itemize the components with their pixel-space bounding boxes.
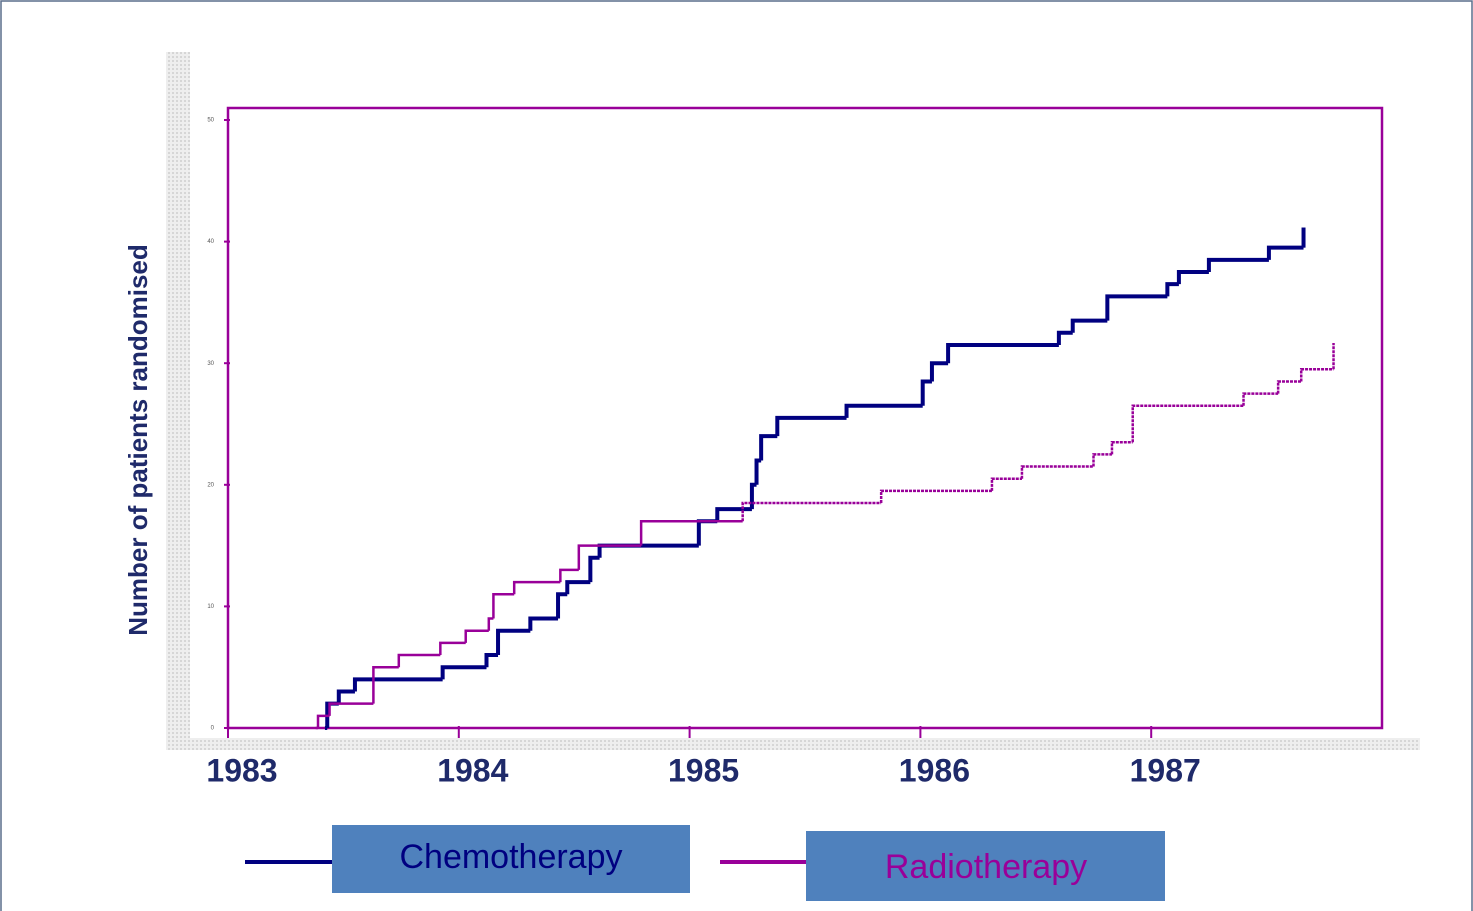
step-segment bbox=[741, 501, 882, 522]
step-segment bbox=[1110, 440, 1133, 455]
step-segment bbox=[879, 489, 992, 504]
x-axis-strip bbox=[190, 738, 1420, 750]
y-tick-label: 40 bbox=[207, 239, 214, 245]
step-segment bbox=[1165, 282, 1179, 297]
step-segment bbox=[492, 592, 515, 619]
x-tick-label: 1983 bbox=[206, 752, 277, 788]
step-segment bbox=[352, 677, 443, 692]
step-segment bbox=[397, 653, 441, 668]
step-segment bbox=[1242, 392, 1279, 406]
x-tick-label: 1986 bbox=[899, 752, 970, 788]
y-tick-label: 0 bbox=[211, 726, 215, 732]
legend-box bbox=[806, 831, 1165, 901]
step-segment bbox=[990, 477, 1022, 491]
step-segment bbox=[496, 628, 531, 656]
y-tick-label: 30 bbox=[207, 361, 214, 367]
step-segment bbox=[588, 555, 600, 583]
step-segment bbox=[1266, 245, 1304, 260]
step-segment bbox=[487, 617, 494, 631]
y-axis-label: Number of patients randomised bbox=[123, 244, 153, 636]
step-segment bbox=[336, 689, 355, 704]
step-segment bbox=[512, 580, 561, 595]
y-tick-label: 10 bbox=[207, 604, 214, 610]
step-segment bbox=[565, 580, 591, 595]
step-segment bbox=[316, 714, 330, 728]
step-segment bbox=[759, 434, 778, 461]
step-segment bbox=[440, 665, 487, 680]
step-segment bbox=[577, 544, 642, 570]
legend-label: Chemotherapy bbox=[399, 838, 622, 876]
step-segment bbox=[559, 568, 579, 583]
step-segment bbox=[1105, 294, 1168, 321]
step-segment bbox=[1131, 404, 1244, 443]
step-segment bbox=[1176, 270, 1209, 285]
step-segment bbox=[464, 629, 489, 643]
step-segment bbox=[929, 361, 949, 382]
step-segment bbox=[775, 415, 847, 437]
step-segment bbox=[1056, 330, 1073, 345]
step-segment bbox=[1206, 257, 1269, 272]
y-axis-strip bbox=[166, 52, 190, 750]
step-segment bbox=[528, 616, 559, 631]
step-segment bbox=[715, 507, 752, 522]
step-segment bbox=[1092, 453, 1112, 467]
step-segment bbox=[946, 342, 1059, 364]
step-segment bbox=[920, 379, 932, 406]
step-segment bbox=[639, 520, 743, 546]
legend-box bbox=[332, 825, 690, 893]
step-segment bbox=[1299, 368, 1334, 382]
step-segment bbox=[1276, 380, 1302, 394]
y-tick-label: 50 bbox=[207, 118, 214, 124]
x-tick-label: 1985 bbox=[668, 752, 739, 788]
step-segment bbox=[1070, 318, 1108, 333]
step-segment bbox=[439, 641, 466, 656]
step-segment bbox=[844, 403, 923, 418]
step-segment bbox=[484, 653, 499, 668]
legend-label: Radiotherapy bbox=[885, 848, 1087, 886]
x-tick-label: 1987 bbox=[1130, 752, 1201, 788]
step-segment bbox=[556, 592, 568, 619]
step-segment bbox=[328, 702, 374, 716]
y-tick-label: 20 bbox=[207, 482, 214, 488]
x-tick-label: 1984 bbox=[437, 752, 508, 788]
step-segment bbox=[372, 665, 399, 704]
step-segment bbox=[1020, 465, 1094, 479]
